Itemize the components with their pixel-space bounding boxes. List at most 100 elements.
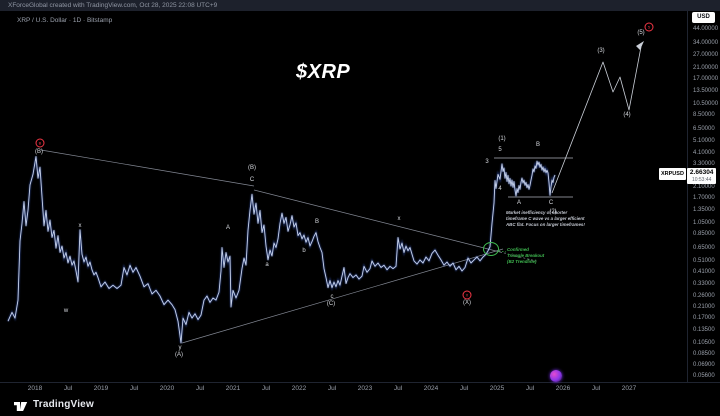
wave-label: (A) bbox=[175, 352, 183, 358]
symbol-badge: XRPUSD bbox=[659, 168, 686, 180]
wave-label: (2) bbox=[549, 209, 557, 215]
note-line: timeframe C wave vs a larger efficient bbox=[506, 216, 585, 222]
tradingview-wordmark[interactable]: TradingView bbox=[33, 399, 94, 410]
wave-label: (C) bbox=[326, 301, 336, 307]
price-tick: 2.10000 bbox=[693, 184, 715, 191]
time-tick: Jul bbox=[261, 385, 271, 392]
time-tick: 2026 bbox=[555, 385, 571, 392]
price-tick: 0.08500 bbox=[693, 351, 715, 358]
price-tick: 17.00000 bbox=[693, 75, 719, 82]
price-tick: 0.51000 bbox=[693, 257, 715, 264]
wave-label: b bbox=[302, 248, 306, 254]
last-price-value: 2.66304 10:53:44 bbox=[686, 168, 717, 185]
wave-label: 5 bbox=[498, 147, 502, 153]
time-tick: Jul bbox=[393, 385, 403, 392]
footer-bar: TradingView bbox=[0, 393, 720, 416]
price-tick: 0.33000 bbox=[693, 280, 715, 287]
red-circle-marker: 5 bbox=[644, 22, 654, 32]
time-tick: 2022 bbox=[291, 385, 307, 392]
wave-label: c bbox=[330, 294, 334, 300]
time-tick: 2027 bbox=[621, 385, 637, 392]
price-tick: 0.06900 bbox=[693, 362, 715, 368]
price-tick: 6.50000 bbox=[693, 125, 715, 132]
time-tick: Jul bbox=[591, 385, 601, 392]
price-tick: 0.26000 bbox=[693, 293, 715, 299]
wave-label: w bbox=[63, 308, 69, 314]
wave-label: (5) bbox=[637, 30, 645, 36]
price-axis-divider bbox=[687, 11, 688, 382]
wave-label: x bbox=[78, 223, 82, 229]
last-price-label: XRPUSD 2.66304 10:53:44 bbox=[659, 168, 717, 185]
wave-label: B bbox=[535, 142, 541, 148]
price-tick: 13.50000 bbox=[693, 87, 719, 94]
price-tick: 21.00000 bbox=[693, 64, 719, 71]
price-tick: 0.10500 bbox=[693, 340, 715, 347]
note-line: Market inefficiency of shorter bbox=[506, 210, 568, 215]
price-tick: 8.50000 bbox=[693, 111, 715, 118]
price-tick: 1.70000 bbox=[693, 195, 715, 202]
time-tick: 2021 bbox=[225, 385, 241, 392]
red-circle-marker: X bbox=[462, 290, 472, 300]
wave-label: (X) bbox=[463, 300, 471, 306]
wave-label: 4 bbox=[498, 186, 502, 192]
attribution-text: XForceGlobal created with TradingView.co… bbox=[8, 2, 218, 9]
price-tick: 1.35000 bbox=[693, 207, 715, 214]
price-tick: 10.50000 bbox=[693, 100, 719, 107]
wave-label: (1) bbox=[498, 136, 506, 142]
wave-label: 3 bbox=[485, 159, 489, 165]
wave-label: (B) bbox=[248, 165, 256, 171]
time-tick: Jul bbox=[525, 385, 535, 392]
attribution-bar: XForceGlobal created with TradingView.co… bbox=[0, 0, 720, 11]
time-tick: Jul bbox=[195, 385, 205, 392]
wave-label: y bbox=[178, 345, 182, 351]
note-line: ABC flat. Focus on larger timeframes! bbox=[506, 222, 585, 228]
time-tick: 2024 bbox=[423, 385, 439, 392]
price-tick: 4.10000 bbox=[693, 149, 715, 156]
time-tick: 2018 bbox=[27, 385, 43, 392]
price-tick: 27.00000 bbox=[693, 51, 719, 58]
price-tick: 0.85000 bbox=[693, 231, 715, 238]
time-axis-divider bbox=[0, 382, 720, 383]
ticker-watermark: $XRP bbox=[296, 61, 351, 83]
wave-label: B bbox=[314, 219, 320, 225]
tradingview-logo-icon[interactable] bbox=[13, 398, 28, 412]
wave-label: (B) bbox=[35, 149, 43, 155]
time-tick: 2019 bbox=[93, 385, 109, 392]
wave-label: C bbox=[249, 177, 255, 183]
price-tick: 1.05000 bbox=[693, 220, 715, 227]
currency-toggle-button[interactable]: USD bbox=[692, 12, 715, 23]
symbol-header: XRP / U.S. Dollar · 1D · Bitstamp bbox=[17, 17, 113, 24]
wave-label: A bbox=[516, 200, 522, 206]
price-tick: 0.65000 bbox=[693, 245, 715, 252]
price-tick: 0.13500 bbox=[693, 327, 715, 334]
xrp-sticker-icon bbox=[550, 370, 562, 382]
note-line: Confirmed bbox=[507, 247, 529, 252]
price-tick: 0.21000 bbox=[693, 304, 715, 311]
breakout-note: Confirmed Triangle Breakout (B2 Trendline) bbox=[507, 247, 544, 265]
note-line: Triangle Breakout bbox=[507, 253, 545, 259]
wave-label: A bbox=[225, 225, 231, 231]
bar-countdown: 10:53:44 bbox=[691, 177, 712, 184]
price-tick: 0.41000 bbox=[693, 269, 715, 276]
wave-label: x bbox=[397, 216, 401, 222]
time-tick: Jul bbox=[63, 385, 73, 392]
wave-label: C bbox=[548, 200, 554, 206]
time-tick: Jul bbox=[327, 385, 337, 392]
time-tick: Jul bbox=[129, 385, 139, 392]
price-tick: 0.17000 bbox=[693, 315, 715, 322]
analysis-note: Market inefficiency of shorter timeframe … bbox=[506, 210, 585, 228]
time-tick: 2020 bbox=[159, 385, 175, 392]
wave-label: a bbox=[265, 262, 269, 268]
time-tick: 2025 bbox=[489, 385, 505, 392]
price-tick: 44.00000 bbox=[693, 26, 719, 33]
price-tick: 3.30000 bbox=[693, 160, 715, 167]
time-tick: 2023 bbox=[357, 385, 373, 392]
price-tick: 0.05600 bbox=[693, 372, 715, 379]
time-tick: Jul bbox=[459, 385, 469, 392]
note-line: (B2 Trendline) bbox=[507, 259, 537, 265]
wave-label: (4) bbox=[623, 112, 631, 118]
wave-label: (3) bbox=[597, 48, 605, 54]
price-tick: 5.10000 bbox=[693, 138, 715, 145]
